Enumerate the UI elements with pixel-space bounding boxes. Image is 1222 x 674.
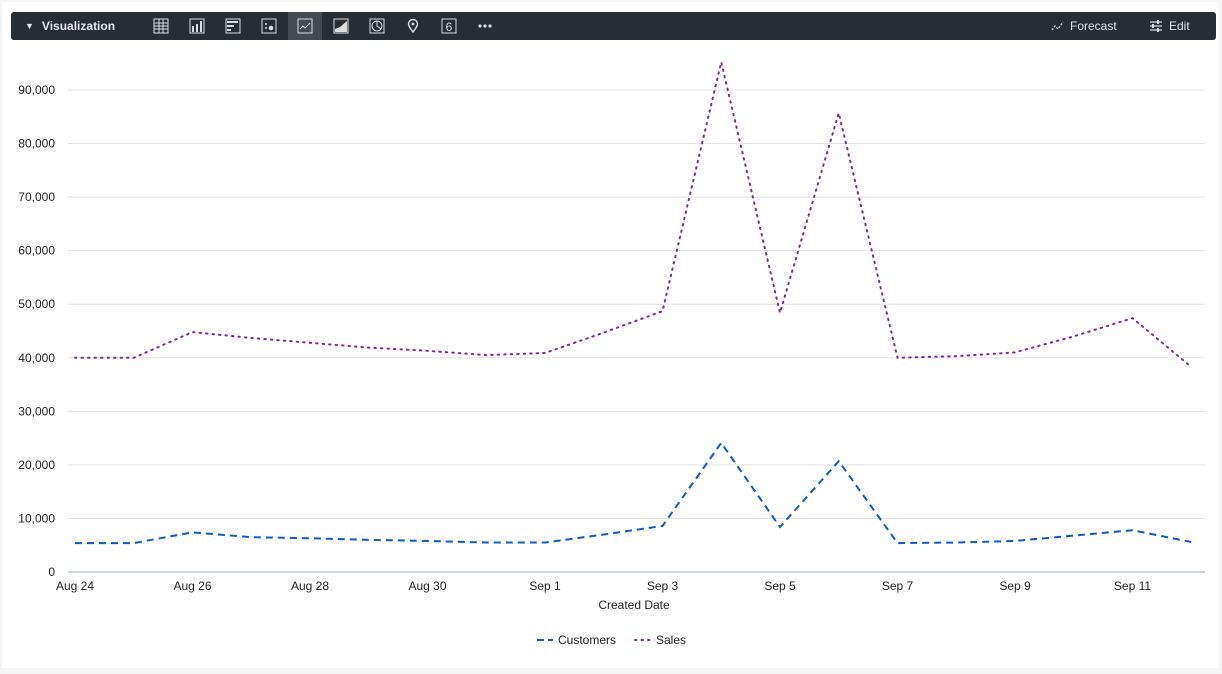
edit-label: Edit — [1169, 19, 1190, 33]
y-tick-label: 60,000 — [18, 244, 55, 258]
x-tick-label: Sep 11 — [1114, 579, 1151, 593]
y-tick-label: 90,000 — [18, 83, 55, 97]
viz-type-area-chart-button[interactable] — [324, 12, 358, 40]
bar-chart-icon — [225, 18, 241, 34]
x-tick-label: Aug 30 — [408, 579, 446, 593]
viz-type-table-button[interactable] — [144, 12, 178, 40]
y-tick-label: 40,000 — [18, 351, 55, 365]
toolbar-title: Visualization — [41, 19, 116, 33]
series-line-customers — [75, 441, 1192, 545]
viz-type-line-chart-button[interactable] — [288, 12, 322, 40]
viz-type-bar-chart-button[interactable] — [216, 12, 250, 40]
forecast-button[interactable]: Forecast — [1051, 12, 1117, 40]
y-tick-label: 80,000 — [18, 137, 55, 151]
column-chart-icon — [189, 18, 205, 34]
x-tick-label: Sep 1 — [529, 579, 561, 593]
scatter-icon — [261, 18, 277, 34]
visualization-toggle[interactable]: ▼ Visualization — [25, 12, 115, 40]
forecast-label: Forecast — [1070, 19, 1117, 33]
viz-type-single-value-button[interactable]: 6 — [432, 12, 466, 40]
line-chart-icon — [297, 18, 313, 34]
viz-type-column-chart-button[interactable] — [180, 12, 214, 40]
svg-text:6: 6 — [446, 20, 453, 34]
caret-down-icon: ▼ — [25, 21, 34, 31]
viz-type-more-button[interactable] — [468, 12, 502, 40]
x-tick-label: Sep 3 — [647, 579, 679, 593]
pie-chart-icon — [369, 18, 385, 34]
y-tick-label: 20,000 — [18, 458, 55, 472]
forecast-icon — [1051, 21, 1064, 31]
more-icon — [478, 24, 492, 28]
viz-type-map-pin-button[interactable] — [396, 12, 430, 40]
area-chart-icon — [333, 18, 349, 34]
series-line-sales — [74, 61, 1193, 368]
edit-button[interactable]: Edit — [1149, 12, 1190, 40]
y-tick-label: 70,000 — [18, 190, 55, 204]
x-axis-title: Created Date — [598, 598, 670, 612]
single-value-icon: 6 — [441, 18, 457, 34]
legend-label: Sales — [656, 633, 686, 647]
y-tick-label: 10,000 — [18, 511, 55, 525]
y-tick-label: 30,000 — [18, 404, 55, 418]
legend-label: Customers — [558, 633, 616, 647]
table-icon — [153, 18, 169, 34]
viz-type-scatter-button[interactable] — [252, 12, 286, 40]
y-tick-label: 50,000 — [18, 297, 55, 311]
x-tick-label: Aug 28 — [291, 579, 329, 593]
x-tick-label: Aug 26 — [173, 579, 211, 593]
sliders-icon — [1150, 20, 1162, 32]
x-tick-label: Sep 9 — [999, 579, 1031, 593]
visualization-toolbar: ▼ Visualization 6 Forecast Edit — [11, 12, 1216, 40]
x-tick-label: Sep 7 — [882, 579, 914, 593]
x-tick-label: Sep 5 — [764, 579, 796, 593]
viz-type-pie-chart-button[interactable] — [360, 12, 394, 40]
y-tick-label: 0 — [48, 565, 55, 579]
x-tick-label: Aug 24 — [56, 579, 94, 593]
map-pin-icon — [407, 18, 419, 34]
